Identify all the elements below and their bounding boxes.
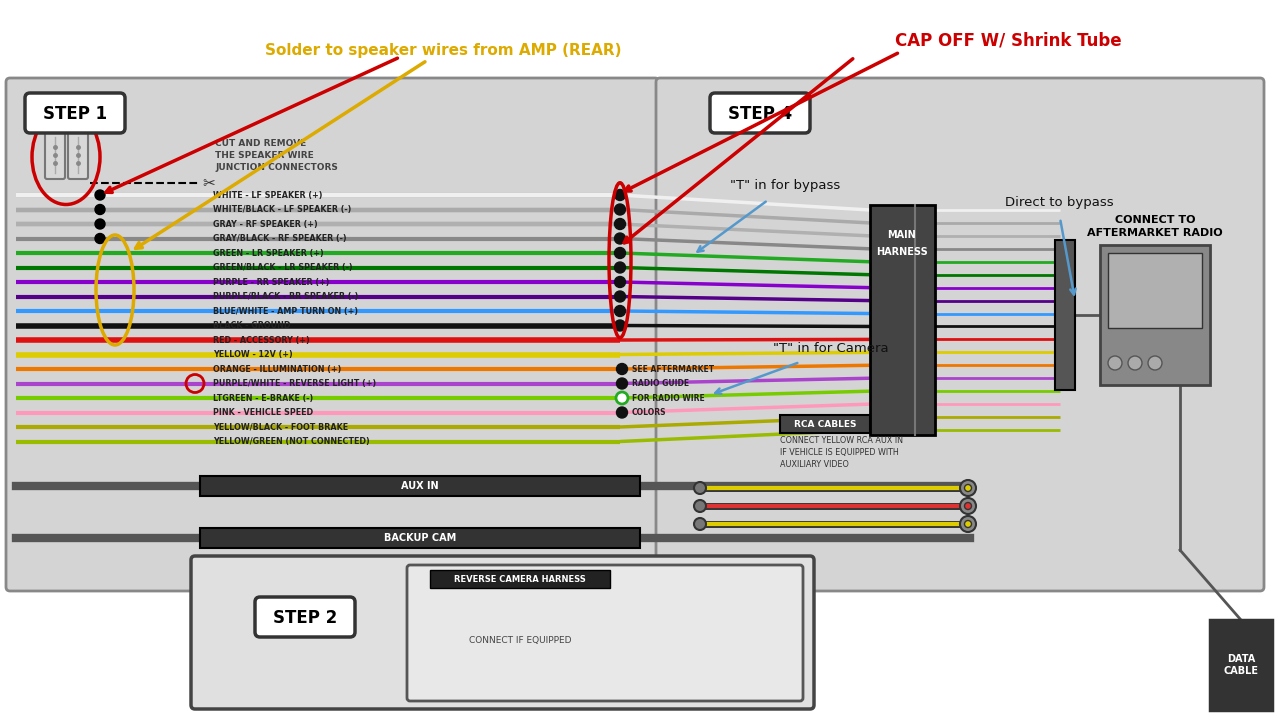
Text: CAP OFF W/ Shrink Tube: CAP OFF W/ Shrink Tube: [895, 31, 1121, 49]
Text: Direct to bypass: Direct to bypass: [1005, 196, 1114, 209]
Circle shape: [960, 516, 975, 532]
Text: GRAY - RF SPEAKER (+): GRAY - RF SPEAKER (+): [212, 220, 317, 228]
FancyBboxPatch shape: [45, 131, 65, 179]
Bar: [870, 205, 934, 435]
Text: DATA
CABLE: DATA CABLE: [1224, 654, 1258, 676]
Text: BLUE/WHITE - AMP TURN ON (+): BLUE/WHITE - AMP TURN ON (+): [212, 307, 358, 315]
Text: JUNCTION CONNECTORS: JUNCTION CONNECTORS: [215, 163, 338, 171]
Text: "T" in for bypass: "T" in for bypass: [730, 179, 840, 192]
Text: COLORS: COLORS: [632, 408, 667, 417]
Text: PURPLE/WHITE - REVERSE LIGHT (+): PURPLE/WHITE - REVERSE LIGHT (+): [212, 379, 376, 388]
Text: "T" in for Camera: "T" in for Camera: [773, 341, 888, 354]
Text: CONNECT YELLOW RCA AUX IN: CONNECT YELLOW RCA AUX IN: [780, 436, 902, 444]
Circle shape: [614, 204, 626, 215]
Text: YELLOW/BLACK - FOOT BRAKE: YELLOW/BLACK - FOOT BRAKE: [212, 423, 348, 431]
FancyBboxPatch shape: [26, 93, 125, 133]
Text: THE SPEAKER WIRE: THE SPEAKER WIRE: [215, 150, 314, 160]
Bar: [1108, 253, 1202, 328]
Text: CONNECT TO: CONNECT TO: [1115, 215, 1196, 225]
FancyBboxPatch shape: [68, 131, 88, 179]
Bar: [1210, 620, 1272, 710]
Circle shape: [617, 364, 627, 374]
Text: PINK - VEHICLE SPEED: PINK - VEHICLE SPEED: [212, 408, 314, 417]
Text: AUX IN: AUX IN: [401, 481, 439, 491]
FancyBboxPatch shape: [6, 78, 659, 591]
Circle shape: [694, 500, 707, 512]
Circle shape: [614, 276, 626, 287]
Text: STEP 4: STEP 4: [728, 105, 792, 123]
Circle shape: [614, 189, 626, 200]
Text: YELLOW/GREEN (NOT CONNECTED): YELLOW/GREEN (NOT CONNECTED): [212, 437, 370, 446]
Circle shape: [965, 485, 972, 492]
Circle shape: [614, 262, 626, 273]
Circle shape: [95, 204, 105, 215]
Text: WHITE - LF SPEAKER (+): WHITE - LF SPEAKER (+): [212, 191, 323, 199]
Circle shape: [960, 480, 975, 496]
Text: STEP 2: STEP 2: [273, 609, 337, 627]
Circle shape: [617, 407, 627, 418]
FancyBboxPatch shape: [655, 78, 1263, 591]
Circle shape: [614, 233, 626, 244]
Text: HARNESS: HARNESS: [876, 247, 928, 257]
Circle shape: [616, 392, 628, 404]
Text: AFTERMARKET RADIO: AFTERMARKET RADIO: [1087, 228, 1222, 238]
FancyBboxPatch shape: [710, 93, 810, 133]
Text: MAIN: MAIN: [887, 230, 916, 240]
Text: CONNECT IF EQUIPPED: CONNECT IF EQUIPPED: [468, 636, 571, 644]
FancyBboxPatch shape: [255, 597, 355, 637]
Circle shape: [614, 248, 626, 258]
Text: ✂: ✂: [202, 176, 215, 192]
Text: PURPLE - RR SPEAKER (+): PURPLE - RR SPEAKER (+): [212, 277, 329, 287]
Text: BLACK - GROUND: BLACK - GROUND: [212, 321, 291, 330]
Circle shape: [965, 503, 972, 510]
Circle shape: [614, 305, 626, 317]
Circle shape: [614, 320, 626, 331]
Text: GRAY/BLACK - RF SPEAKER (-): GRAY/BLACK - RF SPEAKER (-): [212, 234, 347, 243]
Text: SEE AFTERMARKET: SEE AFTERMARKET: [632, 364, 714, 374]
Bar: [1055, 240, 1075, 390]
Bar: [430, 570, 611, 588]
Text: PURPLE/BLACK - RR SPEAKER (-): PURPLE/BLACK - RR SPEAKER (-): [212, 292, 358, 301]
Text: RCA CABLES: RCA CABLES: [794, 420, 856, 428]
Text: STEP 1: STEP 1: [44, 105, 108, 123]
FancyBboxPatch shape: [191, 556, 814, 709]
Circle shape: [1128, 356, 1142, 370]
Circle shape: [1108, 356, 1123, 370]
Text: LTGREEN - E-BRAKE (-): LTGREEN - E-BRAKE (-): [212, 394, 314, 402]
Circle shape: [95, 190, 105, 200]
Circle shape: [617, 378, 627, 389]
Bar: [200, 528, 640, 548]
Circle shape: [960, 498, 975, 514]
Text: GREEN - LR SPEAKER (+): GREEN - LR SPEAKER (+): [212, 248, 324, 258]
Bar: [780, 415, 870, 433]
Text: YELLOW - 12V (+): YELLOW - 12V (+): [212, 350, 293, 359]
Circle shape: [694, 518, 707, 530]
Text: CUT AND REMOVE: CUT AND REMOVE: [215, 138, 306, 148]
Circle shape: [694, 482, 707, 494]
Text: ORANGE - ILLUMINATION (+): ORANGE - ILLUMINATION (+): [212, 364, 342, 374]
Bar: [1100, 245, 1210, 385]
Bar: [200, 476, 640, 496]
Text: GREEN/BLACK - LR SPEAKER (-): GREEN/BLACK - LR SPEAKER (-): [212, 263, 352, 272]
Circle shape: [965, 521, 972, 528]
FancyBboxPatch shape: [407, 565, 803, 701]
Text: IF VEHICLE IS EQUIPPED WITH: IF VEHICLE IS EQUIPPED WITH: [780, 448, 899, 456]
Text: BACKUP CAM: BACKUP CAM: [384, 533, 456, 543]
Text: WHITE/BLACK - LF SPEAKER (-): WHITE/BLACK - LF SPEAKER (-): [212, 205, 352, 214]
Circle shape: [1148, 356, 1162, 370]
Text: REVERSE CAMERA HARNESS: REVERSE CAMERA HARNESS: [454, 575, 586, 583]
Text: RADIO GUIDE: RADIO GUIDE: [632, 379, 689, 388]
Circle shape: [95, 219, 105, 229]
Circle shape: [614, 291, 626, 302]
Text: AUXILIARY VIDEO: AUXILIARY VIDEO: [780, 459, 849, 469]
Text: RED - ACCESSORY (+): RED - ACCESSORY (+): [212, 336, 310, 344]
Circle shape: [614, 218, 626, 230]
Circle shape: [95, 233, 105, 243]
Text: FOR RADIO WIRE: FOR RADIO WIRE: [632, 394, 705, 402]
Text: Solder to speaker wires from AMP (REAR): Solder to speaker wires from AMP (REAR): [136, 42, 622, 248]
